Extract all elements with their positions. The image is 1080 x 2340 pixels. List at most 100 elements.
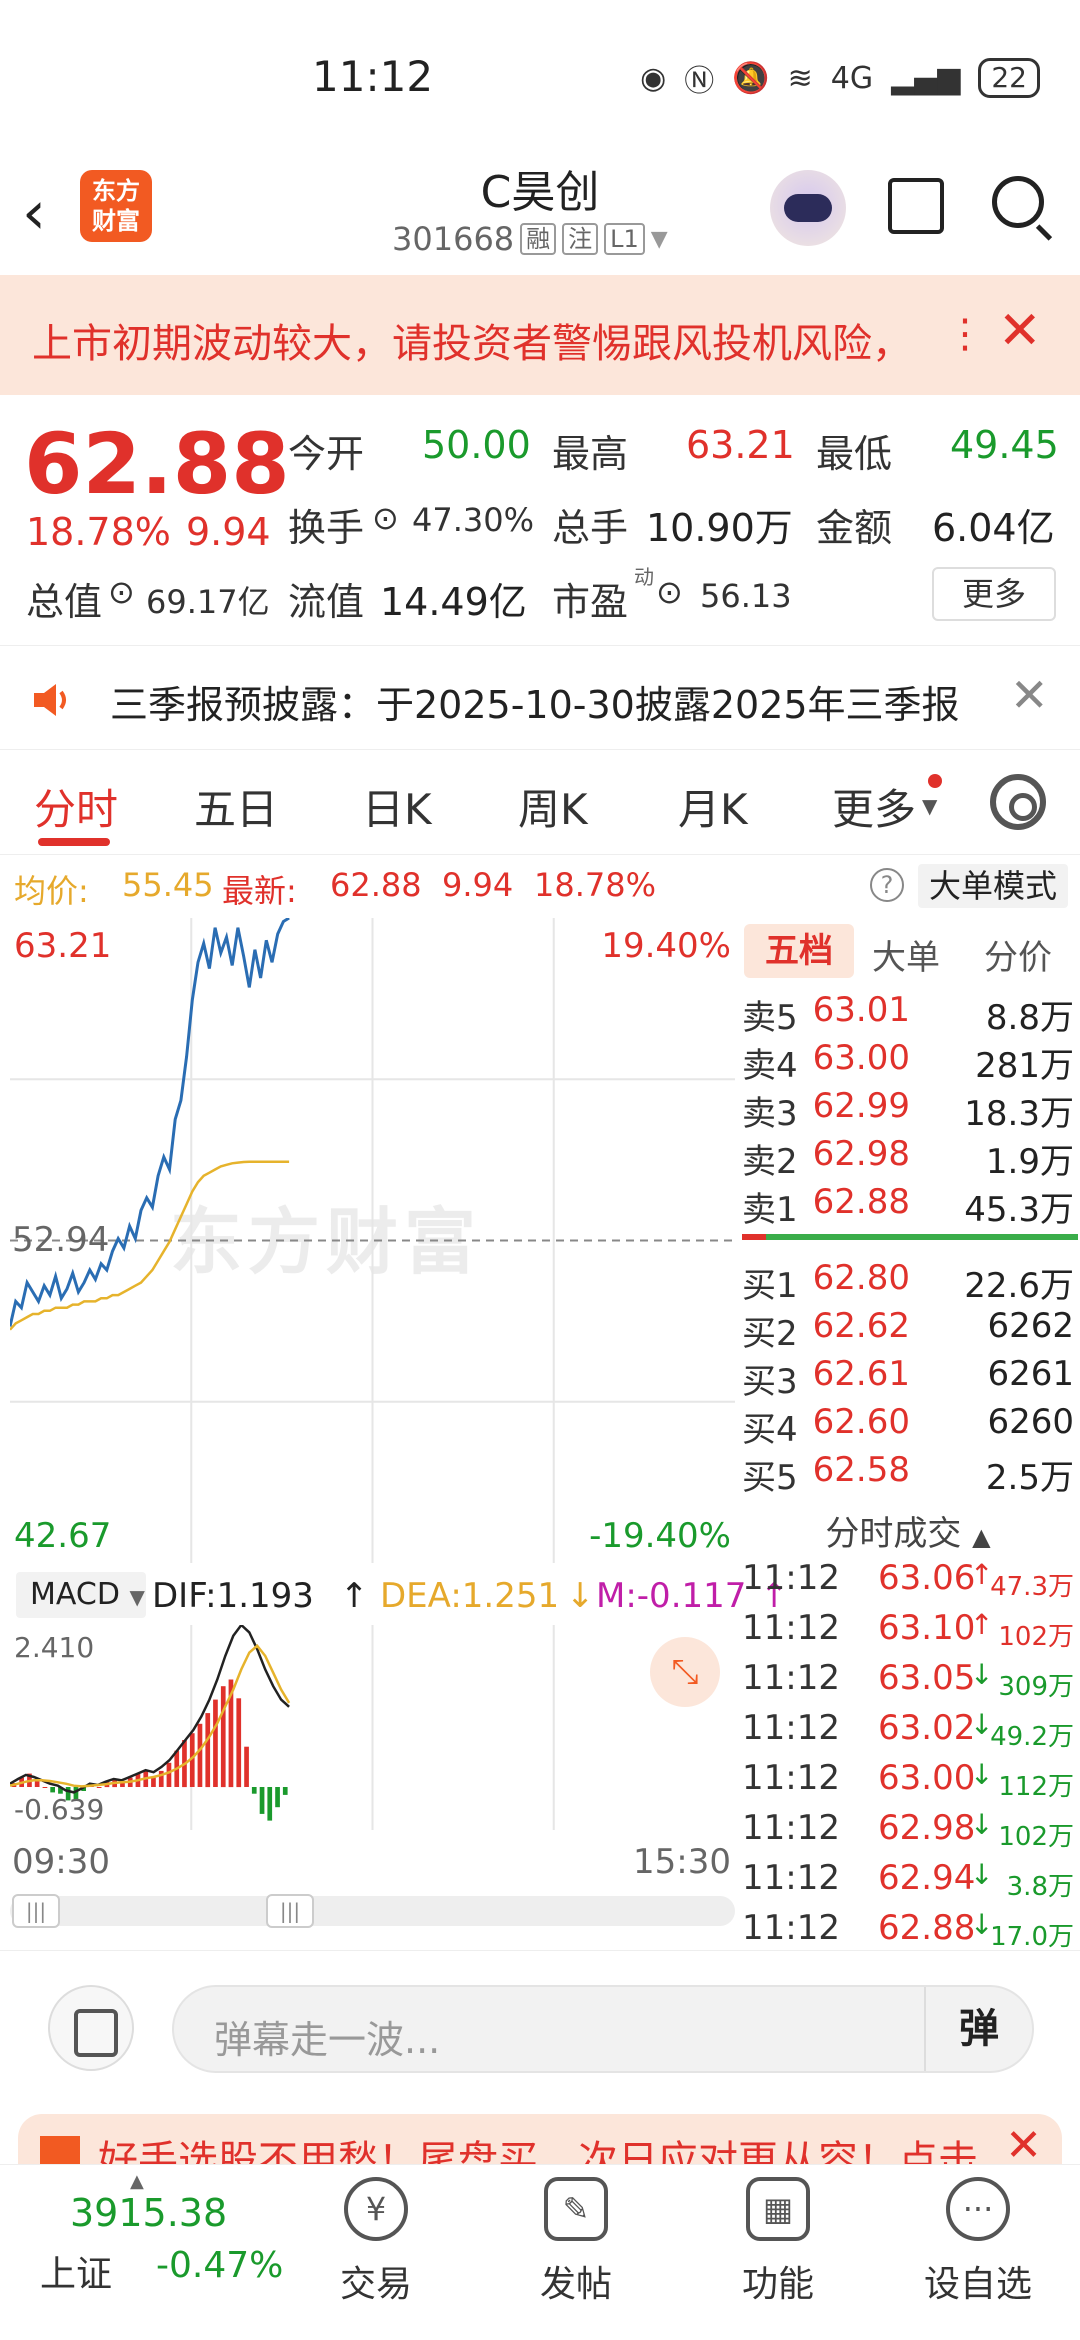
- info-icon[interactable]: ⊙: [656, 573, 683, 611]
- slider-left-handle[interactable]: |||: [12, 1894, 60, 1928]
- open-label: 今开: [288, 432, 365, 476]
- more-circle-icon: ···: [946, 2177, 1010, 2241]
- tab-price-distribution[interactable]: 分价: [984, 938, 1052, 978]
- dea-arrow-icon: ↓: [566, 1576, 595, 1616]
- tab-intraday[interactable]: 分时: [34, 785, 119, 834]
- tick-direction-icon: ↓: [970, 1658, 994, 1691]
- announcement-bar[interactable]: 三季报预披露：于2025-10-30披露2025年三季报 ✕: [0, 645, 1080, 750]
- macd-histogram-bar: [213, 1699, 218, 1787]
- avg-label: 均价:: [14, 872, 89, 910]
- bid-volume: 2.5万: [985, 1458, 1074, 1498]
- settings-gear-icon[interactable]: [990, 774, 1046, 830]
- stock-name: C昊创: [480, 167, 600, 218]
- tab-weekly-k[interactable]: 周K: [518, 785, 588, 834]
- nav-functions-label: 功能: [741, 2264, 814, 2305]
- level-tag: L1: [604, 223, 645, 255]
- info-icon[interactable]: ⊙: [108, 573, 135, 611]
- app-logo[interactable]: 东方 财富: [80, 170, 152, 242]
- ask-row: 卖5 63.01 8.8万: [738, 990, 1078, 1038]
- tick-row: 11:12 62.94 ↓ 3.8万: [738, 1858, 1078, 1908]
- tick-volume: 102万: [998, 1822, 1074, 1852]
- speaker-icon: [34, 684, 66, 716]
- tab-monthly-k[interactable]: 月K: [678, 785, 748, 834]
- tick-volume: 3.8万: [1006, 1872, 1074, 1902]
- tick-row: 11:12 62.98 ↓ 102万: [738, 1808, 1078, 1858]
- big-order-mode-button[interactable]: 大单模式: [918, 864, 1068, 908]
- macd-histogram-bar: [58, 1787, 63, 1794]
- amount-label: 金额: [816, 506, 893, 550]
- promo-banner[interactable]: 好手选股不用愁！尾盘买，次日应对更从容！点击 ✕: [18, 2114, 1062, 2164]
- turnover-value: 47.30%: [412, 501, 535, 539]
- tick-price: 63.10: [878, 1608, 976, 1648]
- ask-row: 卖1 62.88 45.3万: [738, 1182, 1078, 1230]
- active-tab-indicator: [38, 838, 110, 846]
- danmu-input[interactable]: 弹幕走一波... 弹: [172, 1985, 1034, 2073]
- chart-tabs: 分时 五日 日K 周K 月K 更多 ▼: [0, 760, 1080, 855]
- tick-price: 62.98: [878, 1808, 976, 1848]
- tick-time: 11:12: [742, 1808, 840, 1848]
- macd-chart[interactable]: 2.410 -0.639 ⤡: [10, 1625, 735, 1830]
- nav-add-watchlist-label: 设自选: [923, 2264, 1032, 2305]
- macd-histogram-bar: [166, 1762, 172, 1787]
- intraday-chart-svg: [10, 918, 735, 1563]
- nav-functions[interactable]: ▦ 功能: [708, 2177, 848, 2307]
- quote-panel: 62.88 18.78% 9.94 今开 50.00 最高 63.21 最低 4…: [0, 395, 1080, 640]
- last-change: 9.94: [442, 866, 514, 904]
- tab-daily-k[interactable]: 日K: [362, 785, 432, 834]
- tick-trades-header[interactable]: 分时成交 ▲: [738, 1506, 1078, 1555]
- range-slider[interactable]: ||| |||: [10, 1894, 735, 1928]
- close-promo-button[interactable]: ✕: [1005, 2120, 1042, 2164]
- tick-direction-icon: ↑: [970, 1608, 994, 1641]
- intraday-chart[interactable]: 东方财富 63.21 19.40% 52.94 42.67 -19.40%: [10, 918, 735, 1563]
- ask-price: 62.98: [812, 1134, 910, 1174]
- macd-dif: DIF:1.193: [152, 1576, 314, 1616]
- slider-right-handle[interactable]: |||: [266, 1894, 314, 1928]
- more-quote-button[interactable]: 更多: [932, 567, 1056, 621]
- close-warning-button[interactable]: ✕: [998, 301, 1042, 361]
- market-cap-value: 69.17亿: [146, 583, 270, 621]
- bid-label: 买3: [742, 1362, 798, 1402]
- info-icon[interactable]: ⊙: [372, 499, 399, 537]
- indicator-selector[interactable]: MACD ▼: [16, 1572, 146, 1618]
- avg-price-line: [10, 1160, 290, 1331]
- bid-price: 62.80: [812, 1258, 910, 1298]
- macd-histogram-bar: [34, 1780, 40, 1787]
- tab-big-orders[interactable]: 大单: [872, 938, 940, 978]
- price-info-bar: 均价: 55.45 最新: 62.88 9.94 18.78% ? 大单模式: [0, 858, 1080, 914]
- macd-histogram-bar: [228, 1679, 234, 1788]
- share-icon[interactable]: [888, 178, 944, 234]
- tab-five-levels[interactable]: 五档: [744, 924, 854, 978]
- header: ‹ 东方 财富 C昊创 301668 融 注 L1 ▼: [0, 150, 1080, 275]
- back-button[interactable]: ‹: [22, 178, 46, 248]
- search-icon[interactable]: [992, 176, 1044, 228]
- last-percent: 18.78%: [534, 866, 657, 904]
- close-announcement-button[interactable]: ✕: [1010, 668, 1049, 722]
- tick-row: 11:12 62.88 ↓ 17.0万: [738, 1908, 1078, 1958]
- y-max-label: 63.21: [14, 926, 112, 966]
- mute-icon: 🔕: [732, 60, 770, 96]
- macd-histogram-bar: [81, 1787, 86, 1791]
- tab-more[interactable]: 更多: [832, 785, 917, 834]
- expand-icon[interactable]: ⤡: [650, 1637, 720, 1707]
- tab-five-day[interactable]: 五日: [194, 785, 279, 834]
- nav-add-watchlist[interactable]: ··· 设自选: [908, 2177, 1048, 2307]
- macd-histogram-bar: [65, 1787, 71, 1801]
- nav-trade[interactable]: ¥ 交易: [306, 2177, 446, 2307]
- stock-code-row[interactable]: 301668 融 注 L1 ▼: [392, 220, 668, 258]
- risk-warning-text: 上市初期波动较大，请投资者警惕跟风投机风险，: [32, 321, 912, 367]
- tick-time: 11:12: [742, 1558, 840, 1598]
- macd-histogram-bar: [96, 1787, 102, 1788]
- indicator-selector-label: MACD: [30, 1577, 120, 1612]
- tick-time: 11:12: [742, 1858, 840, 1898]
- more-dots-icon[interactable]: ⋮: [945, 311, 985, 357]
- post-editor-icon[interactable]: [48, 1985, 134, 2071]
- nav-post-label: 发帖: [539, 2264, 612, 2305]
- macd-dea-line: [10, 1644, 291, 1788]
- danmu-toggle-button[interactable]: 弹: [924, 1987, 1032, 2071]
- help-icon[interactable]: ?: [870, 868, 904, 902]
- assistant-robot-icon[interactable]: [770, 170, 846, 246]
- bid-row: 买1 62.80 22.6万: [738, 1258, 1078, 1306]
- pct-max-label: 19.40%: [601, 926, 731, 966]
- tick-volume: 102万: [998, 1622, 1074, 1652]
- nav-post[interactable]: ✎ 发帖: [506, 2177, 646, 2307]
